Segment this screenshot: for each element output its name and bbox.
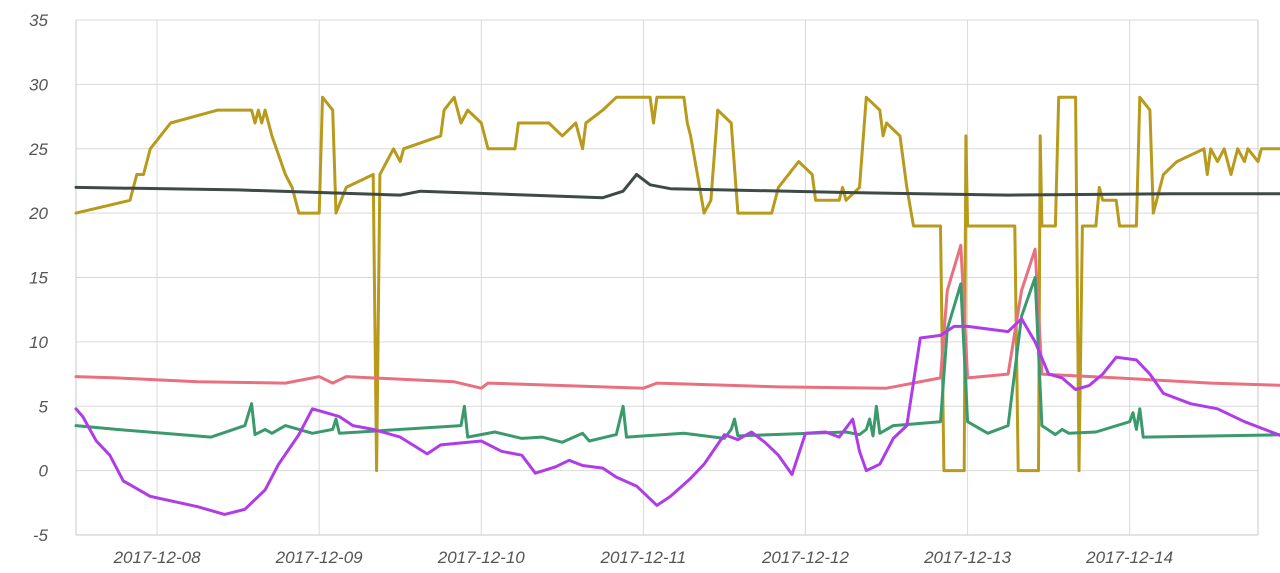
grid: [76, 19, 1258, 536]
y-tick-label: 20: [28, 204, 48, 223]
series-line-5: [74, 317, 1280, 516]
series-line-1: [74, 95, 1280, 473]
x-tick-label: 2017-12-08: [113, 548, 202, 567]
x-tick-label: 2017-12-12: [761, 548, 850, 567]
y-tick-label: 35: [29, 11, 48, 30]
series-line-3: [74, 243, 1280, 390]
y-tick-label: -5: [33, 526, 49, 545]
series-line-4: [74, 276, 1280, 444]
x-tick-label: 2017-12-13: [923, 548, 1012, 567]
y-tick-label: 0: [39, 462, 49, 481]
y-tick-label: 5: [39, 397, 49, 416]
x-tick-label: 2017-12-11: [600, 548, 687, 567]
x-tick-label: 2017-12-09: [275, 548, 364, 567]
y-tick-label: 15: [29, 269, 48, 288]
x-tick-label: 2017-12-10: [437, 548, 526, 567]
x-tick-label: 2017-12-14: [1085, 548, 1173, 567]
tick-labels: 35 30 25 20 15 10 5 0 -5 2017-12-08 2017-12-09 2017…: [28, 11, 1173, 567]
y-tick-label: 25: [28, 140, 48, 159]
y-tick-label: 30: [29, 75, 48, 94]
y-tick-label: 10: [29, 333, 48, 352]
series-lines: [74, 95, 1280, 516]
series-line-2: [74, 173, 1280, 200]
axes: [75, 20, 1259, 536]
